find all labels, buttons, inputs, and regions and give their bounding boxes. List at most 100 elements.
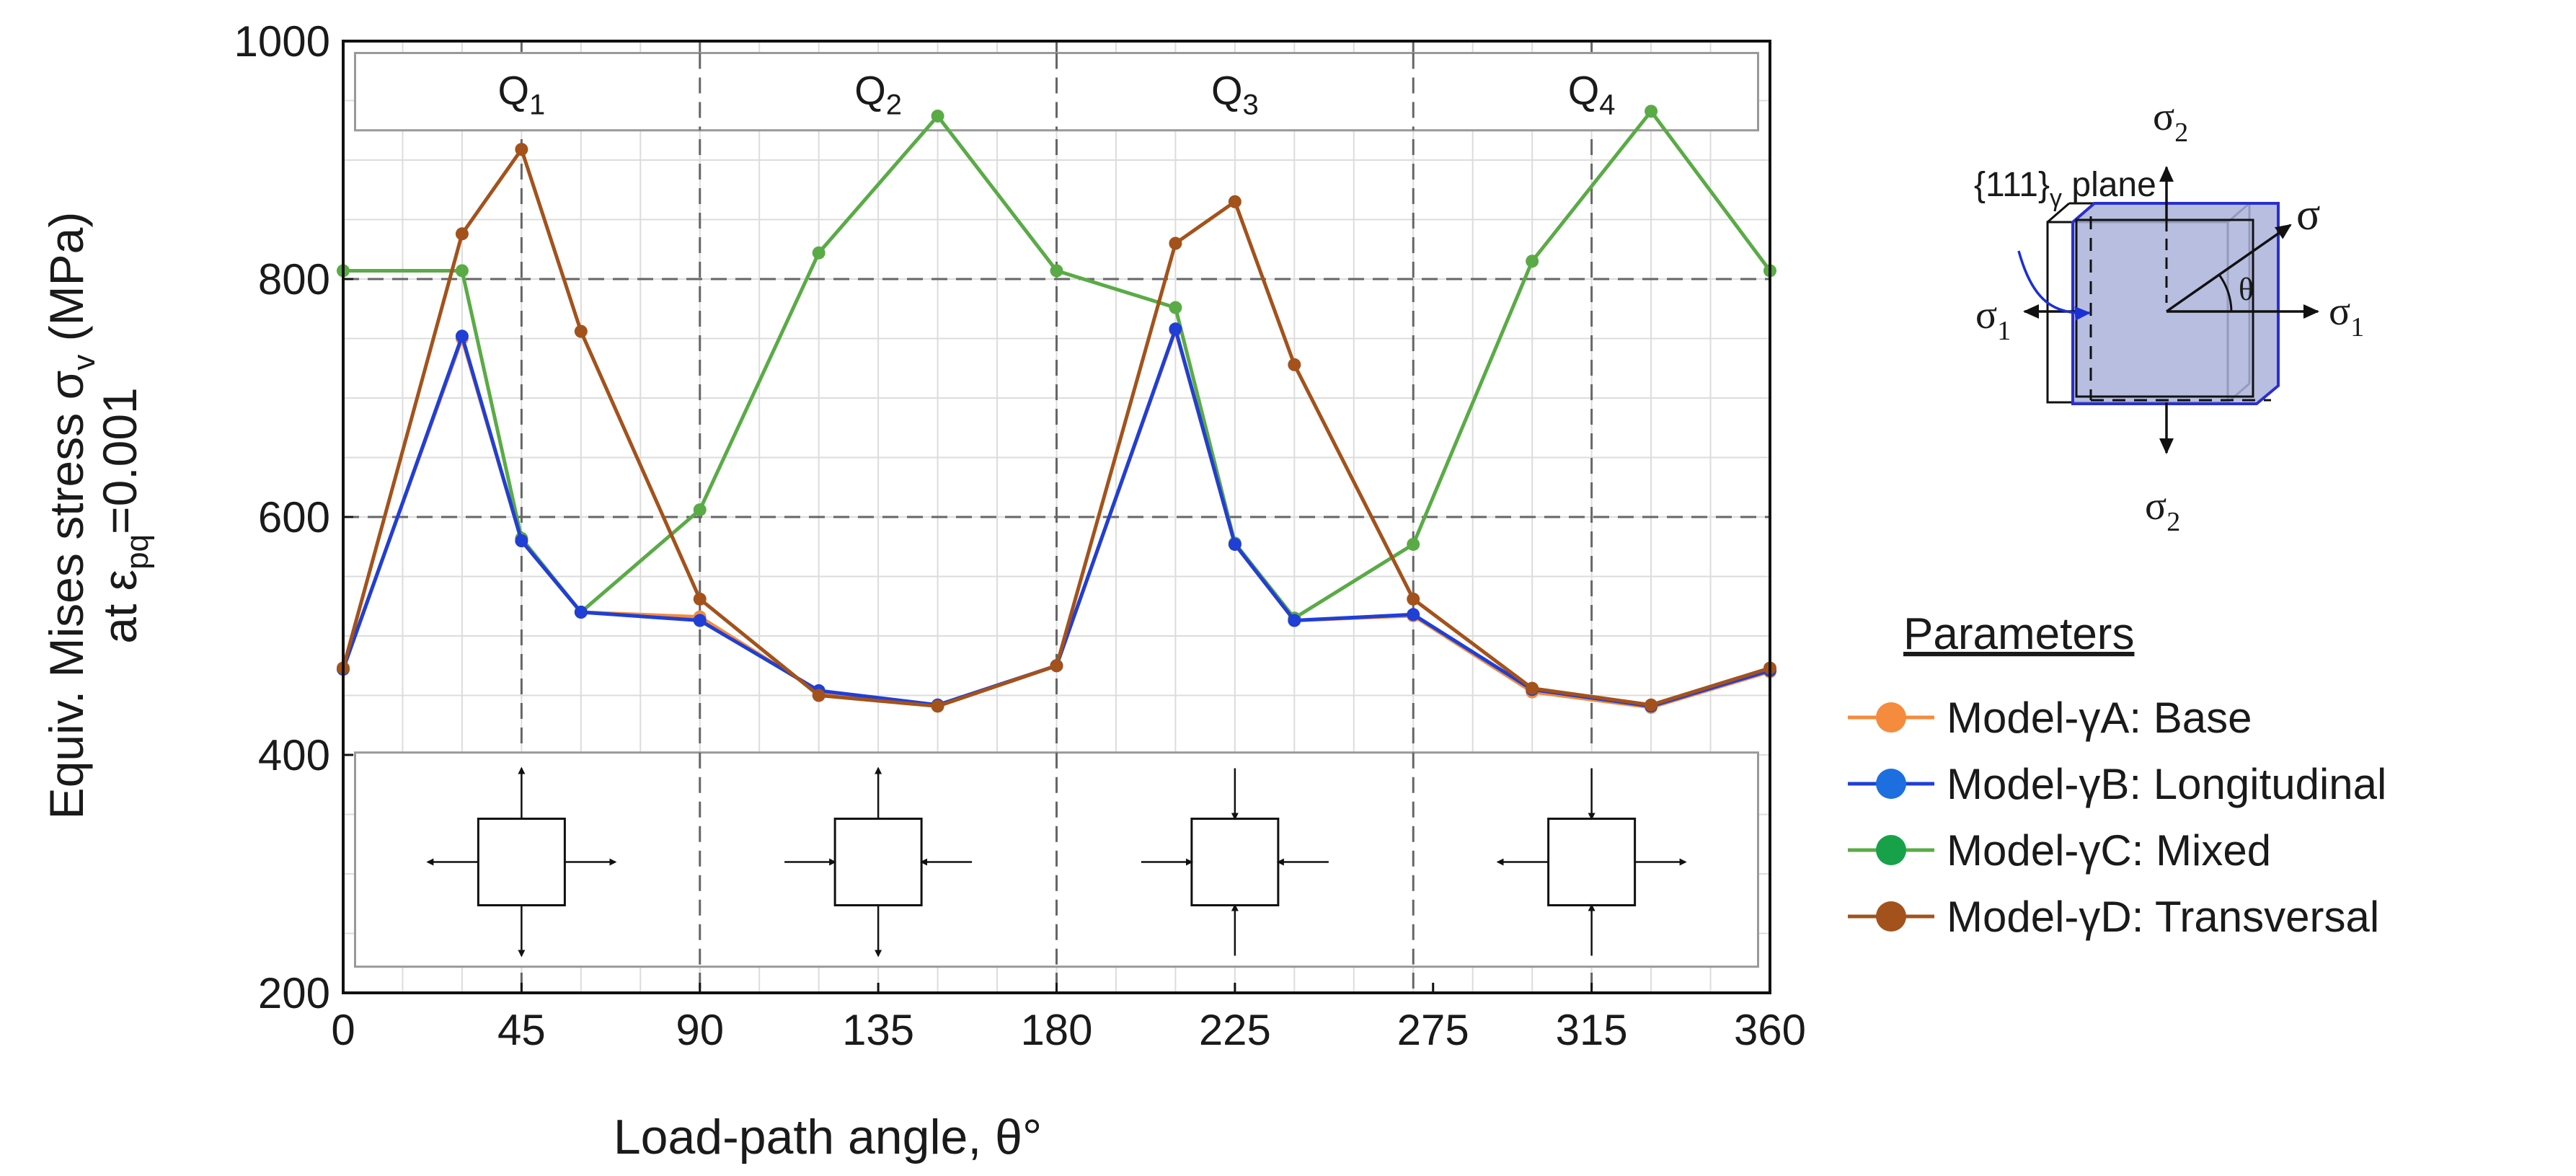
svg-text:Equiv. Mises stress σv (MPa): Equiv. Mises stress σv (MPa) — [40, 212, 102, 820]
element-square — [833, 818, 923, 906]
theta-label: θ — [2239, 272, 2254, 307]
data-point — [693, 503, 707, 517]
sigma1-right-sym: σ — [2329, 289, 2350, 334]
legend-label: Model-γB: Longitudinal — [1947, 760, 2386, 808]
element-square — [477, 818, 566, 906]
data-point — [1407, 608, 1420, 622]
quadrant-label-4: Q4 — [1568, 67, 1616, 120]
quadrant-header-box: Q1 Q2 Q3 Q4 — [353, 52, 1760, 132]
plane-label: {111}γ plane — [1974, 166, 2156, 212]
data-point — [931, 109, 944, 123]
legend-entry-1: Model-γA: Base — [1848, 694, 2252, 742]
quadrant-label-3: Q3 — [1211, 67, 1259, 120]
y-tick-label: 200 — [258, 969, 330, 1017]
data-point — [515, 143, 528, 156]
sigma1-right-sub: 1 — [2350, 312, 2364, 342]
plane-label-suffix: plane — [2062, 166, 2156, 204]
legend-label: Model-γC: Mixed — [1947, 826, 2271, 875]
quadrant-label-2: Q2 — [854, 67, 902, 120]
data-point — [1169, 322, 1182, 336]
y-axis-label: Equiv. Mises stress σv (MPa) at εpq=0.00… — [40, 212, 155, 820]
data-point — [812, 689, 826, 702]
data-point — [1228, 537, 1241, 551]
element-square — [1190, 818, 1280, 906]
data-point — [1169, 236, 1182, 250]
sigma2-top-sub: 2 — [2174, 118, 2188, 148]
sigma-label: σ — [2296, 190, 2320, 239]
cube-stress-diagram: {111}γ plane σ2 σ2 σ1 σ1 σ θ — [1974, 94, 2364, 537]
cube-edge — [2047, 202, 2070, 224]
x-tick-label: 315 — [1556, 1006, 1628, 1054]
quadrant-label-main: Q — [497, 67, 529, 112]
legend-entry-4: Model-γD: Transversal — [1848, 893, 2379, 941]
data-point — [1526, 681, 1539, 695]
data-point — [931, 699, 944, 713]
quadrant-label-sub: 2 — [886, 89, 902, 120]
x-tick-label: 225 — [1199, 1006, 1271, 1054]
quadrant-label-sub: 4 — [1599, 89, 1615, 120]
y-label-main-sub: v — [66, 355, 102, 371]
data-point — [1645, 105, 1658, 118]
y-label-main: Equiv. Mises stress σ — [40, 371, 93, 820]
quadrant-label-main: Q — [1211, 67, 1243, 112]
legend-label: Model-γA: Base — [1947, 694, 2252, 742]
y-label-sub-suffix: =0.001 — [93, 387, 146, 534]
quadrant-label-main: Q — [1568, 67, 1600, 112]
stress-state-insets-panel — [353, 751, 1760, 968]
y-label-sub-prefix: at ε — [93, 570, 146, 644]
data-point — [1407, 537, 1420, 551]
data-point — [1288, 358, 1301, 371]
data-point — [693, 614, 707, 627]
data-point — [455, 227, 469, 241]
data-point — [693, 592, 707, 606]
y-label-unit: (MPa) — [40, 212, 93, 355]
x-axis-ticks: 0 45 90 135 180 225 275 315 360 — [331, 983, 1806, 1054]
data-point — [812, 246, 826, 260]
data-point — [1407, 592, 1420, 606]
sigma2-top-label: σ2 — [2153, 94, 2188, 148]
series-3 — [337, 105, 1776, 625]
data-point — [1050, 264, 1063, 278]
data-point — [1228, 195, 1241, 208]
x-tick-label: 275 — [1397, 1006, 1469, 1054]
data-point — [515, 534, 528, 547]
legend-marker — [1876, 901, 1906, 932]
x-tick-label: 135 — [842, 1006, 914, 1054]
sigma2-bottom-sym: σ — [2145, 484, 2166, 529]
stress-state-glyph-2 — [784, 766, 973, 958]
sigma2-bottom-sub: 2 — [2166, 507, 2180, 537]
quadrant-label-main: Q — [854, 67, 886, 112]
plane-label-sub: γ — [2050, 185, 2062, 212]
legend-label: Model-γD: Transversal — [1947, 893, 2379, 941]
data-point — [1288, 614, 1301, 627]
data-point — [574, 324, 588, 338]
data-point — [1645, 698, 1658, 712]
quadrant-label-sub: 3 — [1243, 89, 1259, 120]
series-layer — [337, 105, 1776, 714]
quadrant-label-1: Q1 — [497, 67, 545, 120]
x-tick-label: 180 — [1020, 1006, 1092, 1054]
theta-arc — [2218, 274, 2233, 312]
y-tick-label: 600 — [258, 493, 330, 541]
legend-marker — [1876, 769, 1906, 799]
stress-state-glyph-4 — [1496, 768, 1687, 956]
svg-text:at εpq=0.001: at εpq=0.001 — [93, 387, 155, 643]
sigma1-right-label: σ1 — [2329, 289, 2364, 342]
element-square — [1547, 818, 1637, 906]
sigma-diagonal-arrow — [2165, 224, 2292, 313]
plane-label-main: {111} — [1974, 166, 2050, 204]
x-axis-label: Load-path angle, θ° — [614, 1110, 1042, 1164]
stress-state-glyph-3 — [1141, 768, 1329, 956]
legend-marker — [1876, 835, 1906, 865]
data-point — [455, 264, 469, 278]
data-point — [1526, 255, 1539, 268]
legend-entry-3: Model-γC: Mixed — [1848, 826, 2271, 875]
sigma1-left-label: σ1 — [1975, 293, 2011, 346]
y-tick-label: 1000 — [234, 17, 330, 66]
legend: Parameters Model-γA: Base Model-γB: Longi… — [1848, 609, 2569, 953]
y-label-sub-sub: pq — [120, 534, 155, 570]
y-tick-label: 400 — [258, 731, 330, 779]
legend-entry-2: Model-γB: Longitudinal — [1848, 760, 2386, 808]
legend-title: Parameters — [1903, 609, 2134, 659]
